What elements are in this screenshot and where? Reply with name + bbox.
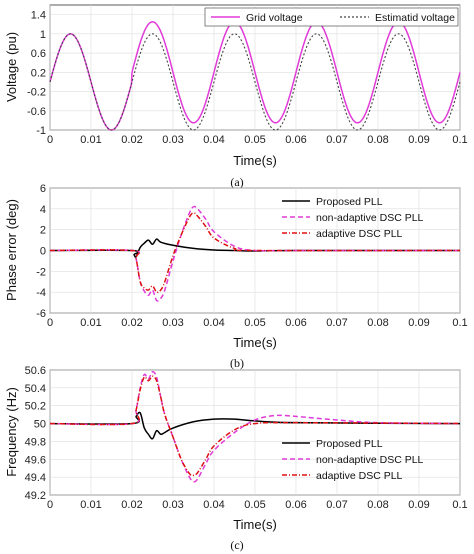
x-tick-label: 0.09 [408,317,429,329]
x-tick-label: 0.04 [203,317,224,329]
y-tick-label: -1 [36,125,46,137]
x-tick-label: 0.05 [244,134,265,146]
x-tick-label: 0.01 [80,499,101,511]
voltage-chart: 0 0.01 0.02 0.03 0.04 0.05 0.06 0.07 0.08 0.09 0.1… [4,4,468,189]
series-line-estimatid-voltage [49,33,461,131]
y-axis-label: Voltage (pu) [4,32,19,102]
series-line-non-adaptive-dsc-pll [49,371,461,483]
tick-labels: 0 0.01 0.02 0.03 0.04 0.05 0.06 0.07 0.08 0.09 0.1… [27,10,468,146]
x-tick-label: 0.1 [452,317,467,329]
x-tick-label: 0.02 [121,499,142,511]
x-tick-label: 0.03 [162,317,183,329]
x-tick-label: 0.08 [367,499,388,511]
y-tick-label: 0.2 [31,67,46,79]
legend-label-estimatid-voltage: Estimatid voltage [375,12,455,24]
y-tick-label: 1 [40,29,46,41]
legend-box [204,7,459,27]
y-tick-label: 50.2 [25,401,46,413]
x-tick-label: 0 [47,134,53,146]
x-tick-label: 0.1 [452,134,467,146]
tick-labels: 0 0.01 0.02 0.03 0.04 0.05 0.06 0.07 0.08 0.09 0.1… [25,365,468,511]
legend-label-non-adaptive-dsc-pll: non-adaptive DSC PLL [316,454,424,466]
x-tick-label: 0.02 [121,134,142,146]
x-tick-label: 0 [47,499,53,511]
x-tick-label: 0.01 [80,134,101,146]
y-tick-label: -0.6 [27,106,46,118]
series-layer [49,21,461,131]
legend-label-proposed-pll: Proposed PLL [316,438,383,450]
series-line-grid-voltage [49,21,461,131]
x-tick-label: 0.06 [285,134,306,146]
frequency-chart: 0 0.01 0.02 0.03 0.04 0.05 0.06 0.07 0.08 0.09 0.1… [4,365,468,552]
x-tick-label: 0.06 [285,317,306,329]
x-tick-label: 0.08 [367,134,388,146]
x-tick-label: 0.01 [80,317,101,329]
legend: Proposed PLL non-adaptive DSC PLL adapti… [282,438,424,482]
y-tick-label: -4 [36,287,46,299]
x-axis-label: Time(s) [233,335,277,350]
legend: Grid voltage Estimatid voltage [204,7,459,27]
y-tick-label: 49.2 [25,490,46,502]
legend-label-non-adaptive-dsc-pll: non-adaptive DSC PLL [316,212,424,224]
series-line-adaptive-dsc-pll [49,212,461,294]
x-tick-label: 0.06 [285,499,306,511]
legend-label-proposed-pll: Proposed PLL [316,196,383,208]
x-tick-label: 0.09 [408,134,429,146]
y-tick-label: 49.6 [25,454,46,466]
x-tick-label: 0.04 [203,134,224,146]
y-tick-label: -0.2 [27,87,46,99]
y-tick-label: 6 [40,183,46,195]
series-layer [49,371,461,483]
y-tick-label: -6 [36,308,46,320]
x-tick-label: 0.07 [326,499,347,511]
x-tick-label: 0.03 [162,134,183,146]
y-tick-label: 4 [40,204,46,216]
legend: Proposed PLL non-adaptive DSC PLL adapti… [282,196,424,240]
x-tick-label: 0.09 [408,499,429,511]
series-line-proposed-pll [49,411,461,440]
legend-label-adaptive-dsc-pll: adaptive DSC PLL [316,470,403,482]
x-axis-label: Time(s) [233,517,277,532]
x-tick-label: 0.04 [203,499,224,511]
series-line-adaptive-dsc-pll [49,375,461,477]
x-tick-label: 0.1 [452,499,467,511]
x-tick-label: 0.07 [326,134,347,146]
x-tick-label: 0 [47,317,53,329]
x-tick-label: 0.05 [244,317,265,329]
y-tick-label: -2 [36,266,46,278]
phase-error-chart: 0 0.01 0.02 0.03 0.04 0.05 0.06 0.07 0.08 0.09 0.1… [4,183,468,370]
y-tick-label: 49.8 [25,436,46,448]
x-tick-label: 0.07 [326,317,347,329]
legend-label-adaptive-dsc-pll: adaptive DSC PLL [316,228,403,240]
y-tick-label: 50 [34,419,46,431]
x-tick-label: 0.03 [162,499,183,511]
series-layer [49,205,461,302]
x-tick-label: 0.05 [244,499,265,511]
panel-caption-c: (c) [230,538,243,552]
tick-labels: 0 0.01 0.02 0.03 0.04 0.05 0.06 0.07 0.08 0.09 0.1… [36,183,467,329]
y-axis-label: Phase error (deg) [4,199,19,301]
x-tick-label: 0.02 [121,317,142,329]
panel-caption-b: (b) [230,356,244,370]
y-tick-label: 50.4 [25,383,46,395]
y-tick-label: 50.6 [25,365,46,377]
y-tick-label: 49.4 [25,472,46,484]
panel-caption-a: (a) [230,175,243,189]
x-axis-label: Time(s) [233,153,277,168]
y-tick-label: 0 [40,246,46,258]
legend-label-grid-voltage: Grid voltage [246,12,303,24]
x-tick-label: 0.08 [367,317,388,329]
y-axis-label: Frequency (Hz) [4,387,19,477]
y-tick-label: 2 [40,225,46,237]
y-tick-label: 1.4 [31,10,46,22]
y-tick-label: 0.6 [31,48,46,60]
